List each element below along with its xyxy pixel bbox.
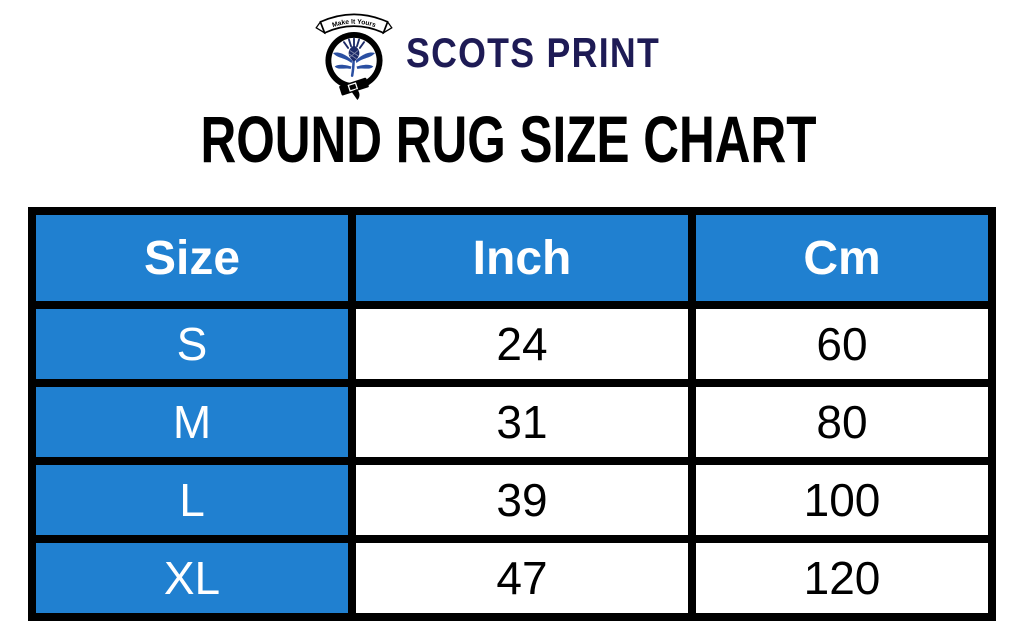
belt-buckle <box>339 77 369 101</box>
thistle-icon <box>333 37 376 77</box>
table-row-xl: XL 47 120 <box>28 535 996 621</box>
table-row-l: L 39 100 <box>28 457 996 543</box>
column-header-size: Size <box>28 207 356 309</box>
size-cell: L <box>28 457 356 543</box>
inch-cell: 31 <box>348 379 696 465</box>
column-header-inch: Inch <box>348 207 696 309</box>
table-header-row: Size Inch Cm <box>28 207 996 309</box>
inch-cell: 39 <box>348 457 696 543</box>
scots-print-crest-logo: Make It Yours <box>315 13 393 101</box>
banner-ribbon: Make It Yours <box>315 13 393 35</box>
cm-cell: 60 <box>688 301 996 387</box>
brand-header: Make It Yours <box>0 4 1017 102</box>
brand-name: SCOTS PRINT <box>406 29 661 76</box>
table-row-m: M 31 80 <box>28 379 996 465</box>
table-row-s: S 24 60 <box>28 301 996 387</box>
page-title: ROUND RUG SIZE CHART <box>200 102 817 176</box>
size-cell: XL <box>28 535 356 621</box>
column-header-cm: Cm <box>688 207 996 309</box>
cm-cell: 120 <box>688 535 996 621</box>
cm-cell: 80 <box>688 379 996 465</box>
inch-cell: 24 <box>348 301 696 387</box>
inch-cell: 47 <box>348 535 696 621</box>
banner-text: Make It Yours <box>331 19 376 30</box>
cm-cell: 100 <box>688 457 996 543</box>
size-cell: M <box>28 379 356 465</box>
size-cell: S <box>28 301 356 387</box>
size-chart-table: Size Inch Cm S 24 60 M 31 80 L 39 100 <box>28 207 996 621</box>
